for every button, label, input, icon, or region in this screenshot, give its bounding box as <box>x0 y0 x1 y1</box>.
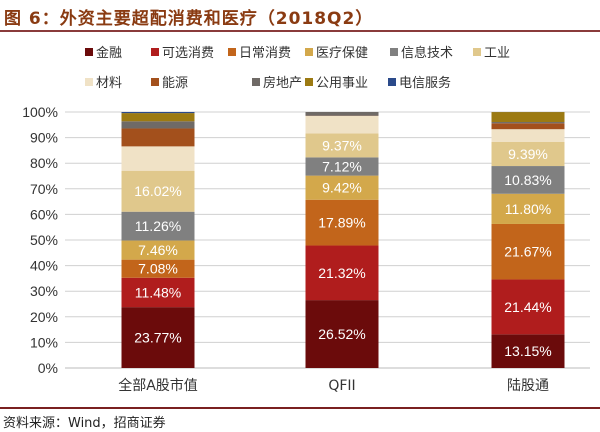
legend-label: 能源 <box>162 76 189 91</box>
figure-title: 图 6：外资主要超配消费和医疗（2018Q2） <box>4 9 374 29</box>
data-label: 13.15% <box>504 343 551 359</box>
bar-segment-材料 <box>121 146 195 171</box>
bar-segment-房地产 <box>491 122 565 124</box>
legend-label: 日常消费 <box>239 46 292 61</box>
legend-item: 电信服务 <box>388 72 451 91</box>
data-label: 11.80% <box>505 201 551 217</box>
bar-segment-房地产 <box>305 112 379 116</box>
data-label: 9.37% <box>322 137 362 153</box>
data-label: 7.08% <box>138 261 178 277</box>
data-label: 17.89% <box>318 215 365 231</box>
legend-label: 可选消费 <box>162 46 215 61</box>
source-rule <box>0 407 600 409</box>
legend-swatch <box>305 78 313 86</box>
y-tick-label: 20% <box>30 309 58 325</box>
x-category-label: 全部A股市值 <box>118 377 198 394</box>
legend-label: 房地产 <box>263 76 303 91</box>
bar-segment-医疗保健 <box>121 240 195 260</box>
legend-item: 医疗保健 <box>305 42 368 61</box>
legend-label: 工业 <box>484 46 511 61</box>
legend-swatch <box>151 78 159 86</box>
bar-segment-可选消费 <box>491 279 565 335</box>
legend-swatch <box>305 48 313 56</box>
legend-item: 房地产 <box>252 72 302 91</box>
y-tick-label: 30% <box>30 283 58 299</box>
y-tick-label: 90% <box>30 130 58 146</box>
bar-segment-医疗保健 <box>305 175 379 200</box>
bar-segment-信息技术 <box>121 211 195 241</box>
data-label: 11.48% <box>135 284 181 300</box>
x-category-label: QFII <box>328 378 355 394</box>
data-label: 16.02% <box>134 183 181 199</box>
y-tick-label: 100% <box>22 104 58 120</box>
legend-item: 信息技术 <box>390 42 453 61</box>
legend-swatch <box>473 48 481 56</box>
data-label: 9.39% <box>508 146 548 162</box>
bar-segment-能源 <box>491 123 565 130</box>
legend-label: 医疗保健 <box>316 46 369 61</box>
bar-segment-金融 <box>491 334 565 368</box>
legend-label: 金融 <box>96 46 123 61</box>
data-label: 21.32% <box>318 265 365 281</box>
legend-item: 金融 <box>85 42 122 61</box>
data-label: 7.46% <box>138 242 178 258</box>
bar-segment-电信服务 <box>121 112 195 114</box>
data-label: 7.12% <box>322 159 362 175</box>
data-label: 9.42% <box>322 180 362 196</box>
legend-item: 日常消费 <box>228 42 291 61</box>
legend-swatch <box>228 48 236 56</box>
source-note: 资料来源：Wind，招商证券 <box>3 416 166 431</box>
legend-item: 材料 <box>85 72 122 91</box>
bar-segment-信息技术 <box>305 157 379 176</box>
data-label: 23.77% <box>134 330 181 346</box>
data-label: 26.52% <box>318 326 365 342</box>
legend-label: 材料 <box>96 76 123 91</box>
y-tick-label: 10% <box>30 334 58 350</box>
data-label: 11.26% <box>135 218 181 234</box>
bar-segment-房地产 <box>121 121 195 129</box>
data-label: 21.67% <box>504 244 551 260</box>
bar-segment-可选消费 <box>121 277 195 308</box>
data-label: 10.83% <box>504 172 551 188</box>
legend-label: 电信服务 <box>399 76 452 91</box>
bar-segment-能源 <box>121 128 195 147</box>
bar-segment-医疗保健 <box>491 193 565 224</box>
bar-segment-公用事业 <box>121 113 195 122</box>
bar-segment-金融 <box>121 307 195 368</box>
y-tick-label: 50% <box>30 232 58 248</box>
legend-item: 公用事业 <box>305 72 368 91</box>
legend-label: 信息技术 <box>401 46 454 61</box>
bar-segment-材料 <box>491 129 565 143</box>
bar-segment-信息技术 <box>491 166 565 194</box>
title-rule <box>0 30 600 32</box>
legend-item: 工业 <box>473 42 510 61</box>
y-tick-label: 60% <box>30 206 58 222</box>
bar-segment-工业 <box>305 133 379 158</box>
legend-swatch <box>388 78 396 86</box>
bar-segment-日常消费 <box>121 259 195 278</box>
legend-label: 公用事业 <box>316 76 369 91</box>
bar-segment-可选消费 <box>305 245 379 301</box>
y-tick-label: 80% <box>30 155 58 171</box>
y-tick-label: 0% <box>38 360 58 376</box>
legend-item: 能源 <box>151 72 188 91</box>
bar-segment-日常消费 <box>305 199 379 246</box>
legend-item: 可选消费 <box>151 42 214 61</box>
bar-segment-日常消费 <box>491 223 565 280</box>
y-tick-label: 40% <box>30 258 58 274</box>
bar-segment-公用事业 <box>491 112 565 123</box>
legend-swatch <box>85 78 93 86</box>
bar-segment-工业 <box>491 142 565 167</box>
bar-segment-材料 <box>305 115 379 134</box>
legend-swatch <box>151 48 159 56</box>
bar-segment-工业 <box>121 170 195 212</box>
y-tick-label: 70% <box>30 181 58 197</box>
x-category-label: 陆股通 <box>507 378 549 394</box>
legend-swatch <box>85 48 93 56</box>
legend-swatch <box>252 78 260 86</box>
bar-segment-金融 <box>305 300 379 368</box>
legend-swatch <box>390 48 398 56</box>
data-label: 21.44% <box>504 299 551 315</box>
